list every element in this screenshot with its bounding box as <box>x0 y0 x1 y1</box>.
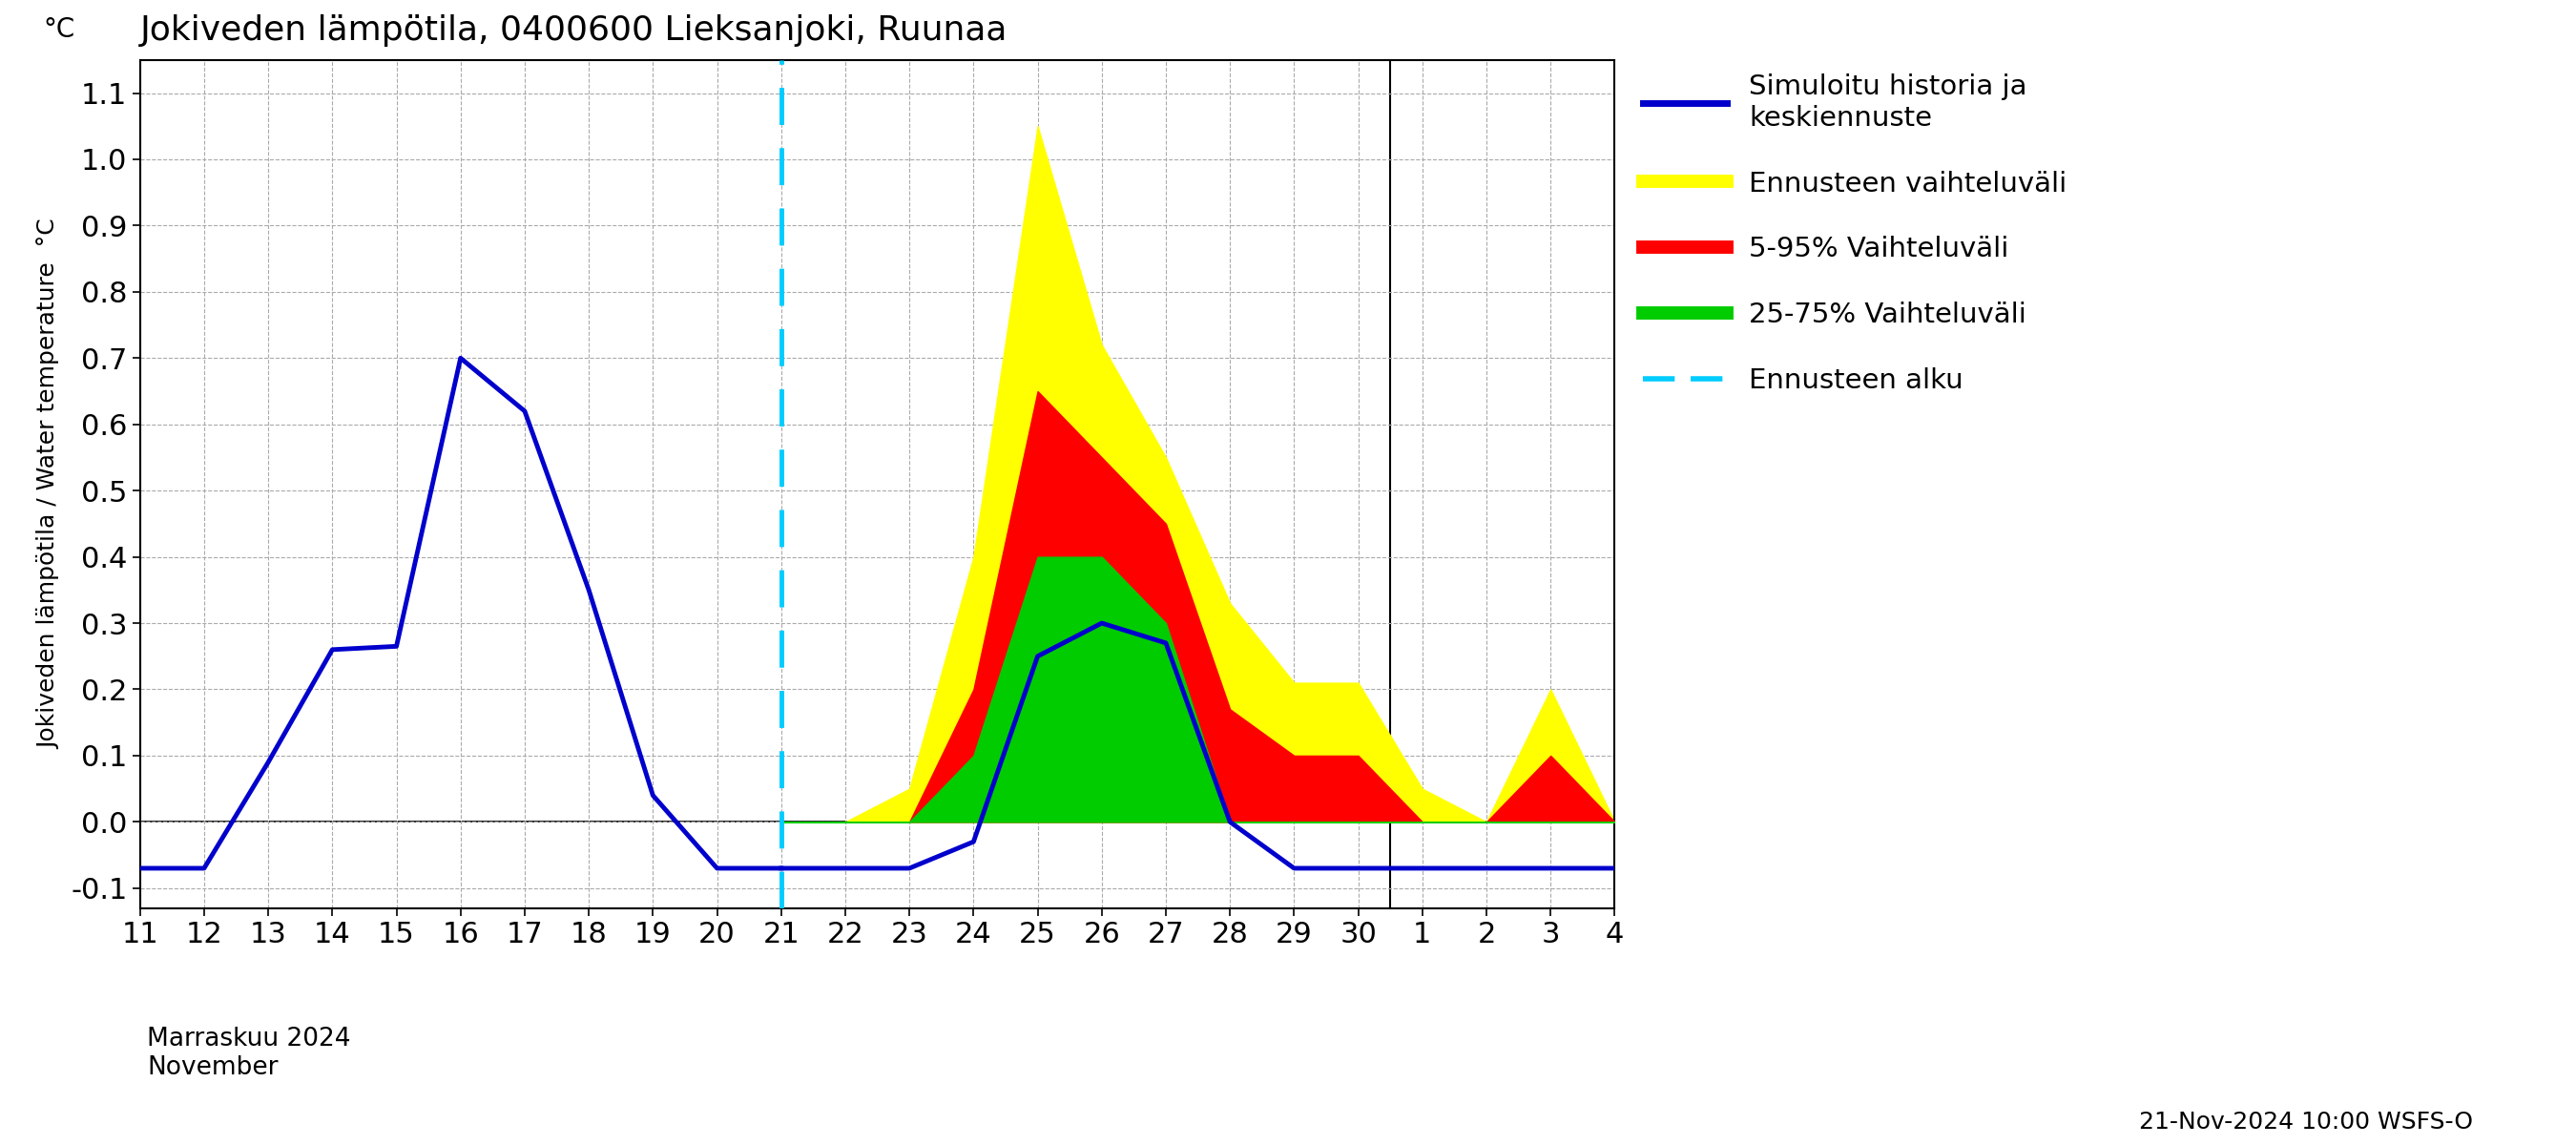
Text: Jokiveden lämpötila, 0400600 Lieksanjoki, Ruunaa: Jokiveden lämpötila, 0400600 Lieksanjoki… <box>139 14 1007 47</box>
Text: 21-Nov-2024 10:00 WSFS-O: 21-Nov-2024 10:00 WSFS-O <box>2138 1111 2473 1134</box>
Y-axis label: Jokiveden lämpötila / Water temperature  °C: Jokiveden lämpötila / Water temperature … <box>36 219 59 749</box>
Text: Marraskuu 2024
November: Marraskuu 2024 November <box>147 1027 350 1080</box>
Text: °C: °C <box>44 16 75 44</box>
Legend: Simuloitu historia ja
keskiennuste, Ennusteen vaihteluväli, 5-95% Vaihteluväli, : Simuloitu historia ja keskiennuste, Ennu… <box>1643 74 2066 394</box>
